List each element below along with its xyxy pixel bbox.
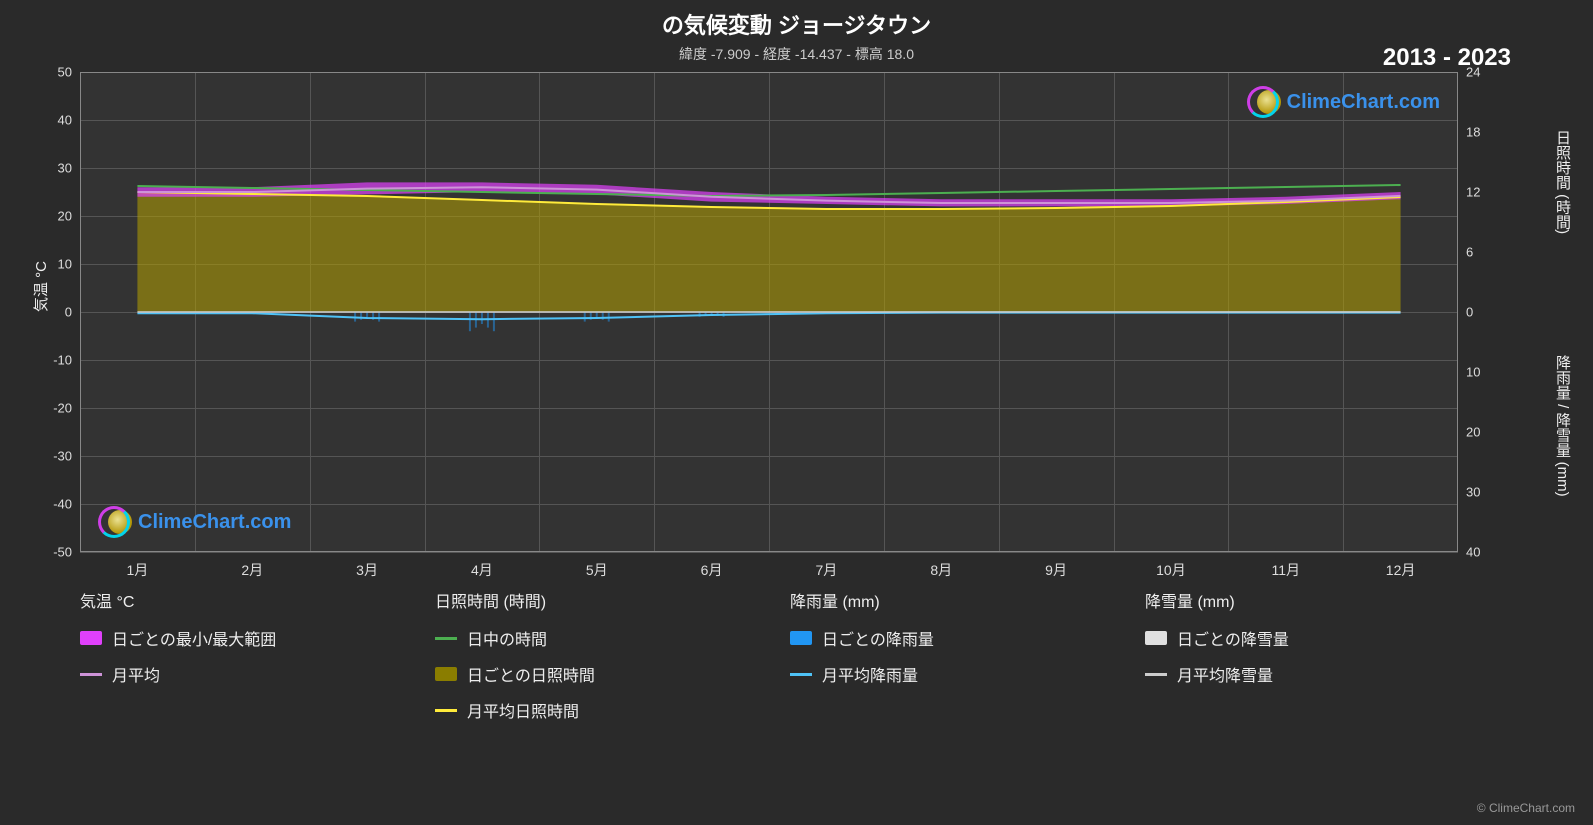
climechart-logo-icon bbox=[1247, 86, 1279, 118]
ytick-left: 20 bbox=[58, 209, 80, 224]
watermark-top: ClimeChart.com bbox=[1247, 86, 1440, 118]
legend-label: 日ごとの降雪量 bbox=[1177, 626, 1289, 650]
ytick-left: 0 bbox=[65, 305, 80, 320]
xtick-month: 7月 bbox=[816, 552, 838, 580]
chart-area: 50403020100-10-20-30-40-5024181260102030… bbox=[80, 72, 1458, 552]
legend-label: 日ごとの降雨量 bbox=[822, 626, 934, 650]
legend-swatch bbox=[435, 667, 457, 681]
xtick-month: 10月 bbox=[1156, 552, 1186, 580]
legend-item: 月平均降雪量 bbox=[1145, 662, 1500, 686]
legend-heading: 降雨量 (mm) bbox=[790, 588, 1145, 612]
ytick-right: 20 bbox=[1458, 425, 1480, 440]
legend-item: 月平均 bbox=[80, 662, 435, 686]
ytick-right: 10 bbox=[1458, 365, 1480, 380]
legend-item: 日ごとの降雪量 bbox=[1145, 626, 1500, 650]
legend-column: 降雨量 (mm) 日ごとの降雨量月平均降雨量 bbox=[790, 588, 1145, 734]
climechart-logo-icon bbox=[98, 506, 130, 538]
ytick-right: 18 bbox=[1458, 125, 1480, 140]
xtick-month: 4月 bbox=[471, 552, 493, 580]
series-rain-avg bbox=[137, 313, 1400, 320]
y-axis-right-title-2: 降雨量 / 降雪量 (mm) bbox=[1552, 355, 1573, 497]
legend-item: 日ごとの日照時間 bbox=[435, 662, 790, 686]
ytick-right: 30 bbox=[1458, 485, 1480, 500]
title-block: の気候変動 ジョージタウン 緯度 -7.909 - 経度 -14.437 - 標… bbox=[0, 0, 1593, 64]
xtick-month: 9月 bbox=[1045, 552, 1067, 580]
legend-label: 月平均日照時間 bbox=[467, 698, 579, 722]
xtick-month: 6月 bbox=[701, 552, 723, 580]
ytick-right: 24 bbox=[1458, 65, 1480, 80]
legend-item: 日中の時間 bbox=[435, 626, 790, 650]
plot-svg bbox=[80, 72, 1458, 552]
ytick-left: -40 bbox=[53, 497, 80, 512]
legend-swatch bbox=[1145, 631, 1167, 645]
ytick-left: 40 bbox=[58, 113, 80, 128]
plot-region: 50403020100-10-20-30-40-5024181260102030… bbox=[80, 72, 1458, 552]
legend-swatch bbox=[80, 631, 102, 645]
legend-heading: 日照時間 (時間) bbox=[435, 588, 790, 612]
ytick-left: 10 bbox=[58, 257, 80, 272]
ytick-left: -10 bbox=[53, 353, 80, 368]
legend-swatch bbox=[435, 709, 457, 712]
legend-label: 日ごとの日照時間 bbox=[467, 662, 595, 686]
xtick-month: 11月 bbox=[1271, 552, 1300, 580]
y-axis-right-title-1: 日照時間 (時間) bbox=[1552, 130, 1573, 234]
legend-label: 月平均降雪量 bbox=[1177, 662, 1273, 686]
xtick-month: 1月 bbox=[127, 552, 149, 580]
legend-swatch bbox=[1145, 673, 1167, 676]
y-axis-left-title: 気温 °C bbox=[30, 261, 51, 312]
legend-swatch bbox=[790, 673, 812, 676]
ytick-right: 6 bbox=[1458, 245, 1473, 260]
xtick-month: 2月 bbox=[241, 552, 263, 580]
legend-label: 月平均 bbox=[112, 662, 160, 686]
legend-heading: 降雪量 (mm) bbox=[1145, 588, 1500, 612]
ytick-left: -50 bbox=[53, 545, 80, 560]
legend-label: 月平均降雨量 bbox=[822, 662, 918, 686]
ytick-left: -20 bbox=[53, 401, 80, 416]
xtick-month: 5月 bbox=[586, 552, 608, 580]
legend-column: 気温 °C 日ごとの最小/最大範囲月平均 bbox=[80, 588, 435, 734]
ytick-left: 50 bbox=[58, 65, 80, 80]
legend-swatch bbox=[80, 673, 102, 676]
series-sunshine-daily bbox=[137, 192, 1400, 312]
ytick-left: -30 bbox=[53, 449, 80, 464]
chart-title: の気候変動 ジョージタウン bbox=[0, 8, 1593, 40]
watermark-bottom: ClimeChart.com bbox=[98, 506, 291, 538]
ytick-right: 0 bbox=[1458, 305, 1473, 320]
legend-item: 日ごとの降雨量 bbox=[790, 626, 1145, 650]
ytick-right: 40 bbox=[1458, 545, 1480, 560]
legend-swatch bbox=[790, 631, 812, 645]
legend-item: 月平均降雨量 bbox=[790, 662, 1145, 686]
legend-column: 降雪量 (mm) 日ごとの降雪量月平均降雪量 bbox=[1145, 588, 1500, 734]
year-range-label: 2013 - 2023 bbox=[1383, 44, 1511, 72]
xtick-month: 8月 bbox=[930, 552, 952, 580]
legend-swatch bbox=[435, 637, 457, 640]
watermark-text: ClimeChart.com bbox=[1287, 91, 1440, 114]
legend-column: 日照時間 (時間) 日中の時間日ごとの日照時間月平均日照時間 bbox=[435, 588, 790, 734]
legend-label: 日中の時間 bbox=[467, 626, 547, 650]
chart-subtitle: 緯度 -7.909 - 経度 -14.437 - 標高 18.0 bbox=[0, 44, 1593, 64]
climate-chart-root: の気候変動 ジョージタウン 緯度 -7.909 - 経度 -14.437 - 標… bbox=[0, 0, 1593, 825]
ytick-left: 30 bbox=[58, 161, 80, 176]
xtick-month: 12月 bbox=[1386, 552, 1416, 580]
legend: 気温 °C 日ごとの最小/最大範囲月平均 日照時間 (時間) 日中の時間日ごとの日照時… bbox=[80, 588, 1500, 734]
attribution: © ClimeChart.com bbox=[1477, 801, 1575, 815]
legend-heading: 気温 °C bbox=[80, 588, 435, 612]
legend-label: 日ごとの最小/最大範囲 bbox=[112, 626, 276, 650]
xtick-month: 3月 bbox=[356, 552, 378, 580]
legend-item: 月平均日照時間 bbox=[435, 698, 790, 722]
ytick-right: 12 bbox=[1458, 185, 1480, 200]
legend-item: 日ごとの最小/最大範囲 bbox=[80, 626, 435, 650]
grid-line-h bbox=[80, 552, 1458, 553]
watermark-text: ClimeChart.com bbox=[138, 511, 291, 534]
